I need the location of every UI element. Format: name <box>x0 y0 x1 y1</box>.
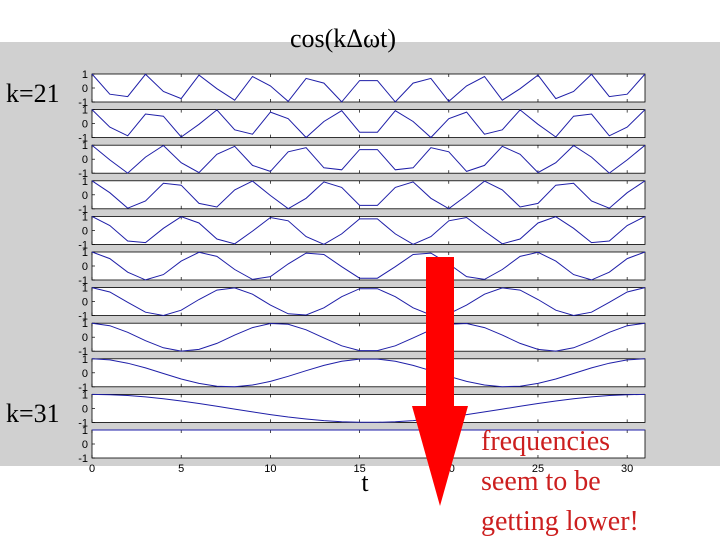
x-tick-label: 15 <box>353 463 365 475</box>
y-tick-label: 1 <box>82 176 88 188</box>
y-tick-label: -1 <box>78 239 88 251</box>
y-tick-label: -1 <box>78 133 88 145</box>
y-tick-label: 1 <box>82 389 88 401</box>
y-tick-label: 1 <box>82 140 88 152</box>
y-tick-label: 1 <box>82 425 88 437</box>
subplot-rows: 10-110-110-110-110-110-110-110-110-110-1… <box>78 69 646 465</box>
y-tick-label: 1 <box>82 283 88 295</box>
series-line-k27 <box>91 287 646 317</box>
x-tick-label: 0 <box>89 463 95 475</box>
row-label-top: k=21 <box>6 79 60 108</box>
subplot-k29: 1 0 -1 <box>78 354 646 394</box>
x-tick-label: 25 <box>532 463 544 475</box>
annotation-line-3: getting lower! <box>481 506 639 537</box>
y-tick-label: -1 <box>78 453 88 465</box>
subplot-frame <box>91 429 646 459</box>
subplot-frame <box>91 180 646 210</box>
series-line-k28 <box>91 322 646 352</box>
subplot-k28: 1 0 -1 <box>78 318 646 358</box>
annotation-text: frequencies seem to be getting lower! <box>481 426 639 537</box>
subplot-frame <box>91 215 646 245</box>
series-line-k22 <box>91 109 646 139</box>
subplot-k30: 1 0 -1 <box>78 389 646 429</box>
y-tick-label: -1 <box>78 382 88 394</box>
y-tick-label: 0 <box>82 154 88 166</box>
subplot-k25: 1 0 -1 <box>78 211 646 251</box>
y-tick-label: 1 <box>82 105 88 117</box>
subplot-k22: 1 0 -1 <box>78 105 646 145</box>
y-tick-label: 1 <box>82 247 88 259</box>
y-tick-label: 1 <box>82 318 88 330</box>
subplot-k23: 1 0 -1 <box>78 140 646 180</box>
subplot-k24: 1 0 -1 <box>78 176 646 216</box>
y-tick-label: -1 <box>78 311 88 323</box>
subplot-frame <box>91 287 646 317</box>
subplot-k31: 1 0 -1 <box>78 425 646 465</box>
y-tick-label: -1 <box>78 204 88 216</box>
subplot-k26: 1 0 -1 <box>78 247 646 287</box>
subplot-frame <box>91 73 646 103</box>
y-tick-label: 1 <box>82 211 88 223</box>
y-tick-label: 1 <box>82 354 88 366</box>
arrow-shaft <box>426 257 454 407</box>
y-tick-label: -1 <box>78 417 88 429</box>
subplot-k27: 1 0 -1 <box>78 283 646 323</box>
y-tick-label: 0 <box>82 190 88 202</box>
row-label-bottom: k=31 <box>6 399 60 428</box>
chart-title: cos(kΔωt) <box>290 24 396 53</box>
subplot-k21: 1 0 -1 <box>78 69 646 109</box>
y-tick-label: -1 <box>78 97 88 109</box>
x-axis-label: t <box>361 468 369 497</box>
y-tick-label: 0 <box>82 297 88 309</box>
subplot-frame <box>91 251 646 281</box>
series-line-k26 <box>91 251 646 281</box>
series-line-k29 <box>91 358 646 388</box>
red-down-arrow <box>412 257 468 506</box>
y-tick-label: 0 <box>82 83 88 95</box>
y-tick-label: 0 <box>82 439 88 451</box>
x-tick-labels: 051015202530 <box>89 463 633 475</box>
annotation-line-2: seem to be <box>481 466 601 497</box>
subplot-frame <box>91 393 646 423</box>
subplot-frame <box>91 322 646 352</box>
subplot-frame <box>91 109 646 138</box>
y-tick-label: 0 <box>82 225 88 237</box>
series-line-k23 <box>91 144 646 174</box>
series-line-k24 <box>91 180 646 210</box>
y-tick-label: -1 <box>78 346 88 358</box>
annotation-line-1: frequencies <box>481 426 610 457</box>
y-tick-label: -1 <box>78 168 88 180</box>
series-line-k25 <box>91 215 646 245</box>
y-tick-label: 0 <box>82 119 88 131</box>
y-tick-label: 0 <box>82 368 88 380</box>
series-line-k21 <box>91 73 646 103</box>
x-tick-label: 10 <box>264 463 276 475</box>
series-line-k30 <box>91 393 646 423</box>
x-tick-label: 5 <box>178 463 184 475</box>
y-tick-label: 0 <box>82 403 88 415</box>
y-tick-label: 0 <box>82 261 88 273</box>
y-tick-label: -1 <box>78 275 88 287</box>
x-tick-label: 30 <box>621 463 633 475</box>
arrow-head <box>412 406 468 506</box>
y-tick-label: 0 <box>82 332 88 344</box>
y-tick-label: 1 <box>82 69 88 81</box>
subplot-frame <box>91 358 646 388</box>
